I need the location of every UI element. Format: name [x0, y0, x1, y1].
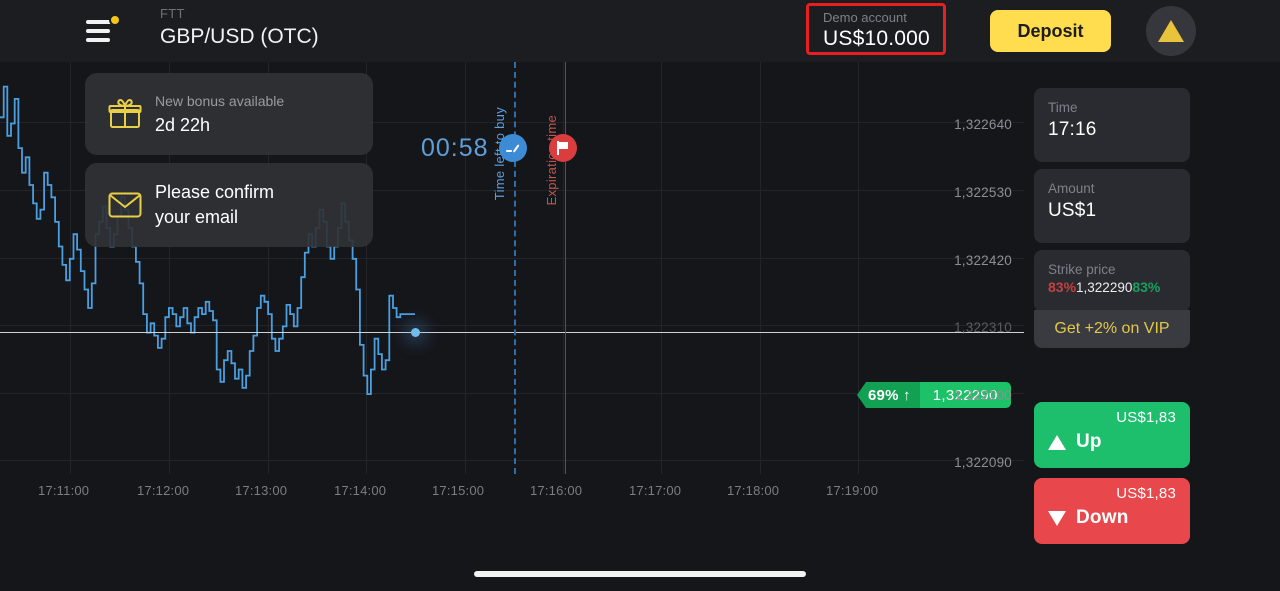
asset-broker-label: FTT	[160, 6, 185, 21]
current-price-dot	[411, 328, 420, 337]
chart-toolbar: 1s	[0, 508, 1024, 560]
grid-line-v	[661, 62, 662, 474]
amount-label: Amount	[1048, 181, 1095, 196]
down-payout-amount: US$1,83	[1116, 485, 1176, 502]
down-button-main: Down	[1048, 507, 1176, 529]
price-tick: 1,322200	[954, 388, 1012, 403]
clock-hand-minute	[506, 150, 512, 152]
strike-price-row: 83% 1,322290 83%	[1034, 278, 1190, 295]
flag-glyph	[556, 141, 570, 155]
grid-line-v	[563, 62, 564, 474]
bonus-countdown: 2d 22h	[155, 114, 211, 135]
grid-line-v	[366, 62, 367, 474]
vip-triangle-icon	[1158, 20, 1184, 42]
email-line-1: Please confirm	[155, 182, 275, 202]
grid-line-h	[0, 460, 1024, 461]
buy-down-button[interactable]: US$1,83 Down	[1034, 478, 1190, 544]
menu-line-1	[86, 14, 121, 26]
email-line-2: your email	[155, 207, 239, 227]
grid-line-v	[268, 62, 269, 474]
up-label: Up	[1076, 431, 1102, 452]
time-left-to-buy-line	[514, 62, 516, 474]
badge-pointer	[857, 382, 866, 408]
amount-value: US$1	[1048, 200, 1097, 221]
envelope-icon	[103, 192, 147, 218]
price-tick: 1,322420	[954, 253, 1012, 268]
notification-confirm-email[interactable]: Please confirm your email	[85, 163, 373, 247]
current-price-badge: 69% ↑ 1,322290	[857, 382, 1011, 408]
arrow-down-icon	[1048, 510, 1066, 526]
price-tick: 1,322640	[954, 117, 1012, 132]
strike-price-label: Strike price	[1048, 262, 1116, 277]
time-tick: 17:14:00	[334, 483, 387, 498]
grid-line-h	[0, 190, 1024, 191]
payout-percent: 69% ↑	[866, 382, 920, 408]
time-tick: 17:18:00	[727, 483, 780, 498]
grid-line-h	[0, 393, 1024, 394]
price-tick: 1,322530	[954, 185, 1012, 200]
gift-icon	[103, 98, 147, 130]
time-axis: 17:11:00 17:12:00 17:13:00 17:14:00 17:1…	[0, 474, 1024, 508]
time-label: Time	[1048, 100, 1078, 115]
app-header: FTT GBP/USD (OTC) Demo account US$10.000…	[0, 0, 1280, 62]
hamburger-menu-icon[interactable]	[86, 14, 121, 48]
grid-line-h	[0, 325, 1024, 326]
time-tick: 17:19:00	[826, 483, 879, 498]
grid-line-h	[0, 122, 1024, 123]
home-indicator	[474, 571, 806, 577]
current-price-line	[0, 332, 1024, 333]
vip-upsell-banner[interactable]: Get +2% on VIP	[1034, 310, 1190, 348]
strike-payout-up: 83%	[1132, 279, 1161, 295]
price-tick: 1,322310	[954, 320, 1012, 335]
price-tick: 1,322090	[954, 455, 1012, 470]
notification-bonus[interactable]: New bonus available 2d 22h	[85, 73, 373, 155]
clock-hand-hour	[512, 143, 520, 153]
avatar[interactable]	[1146, 6, 1196, 56]
time-tick: 17:13:00	[235, 483, 288, 498]
strike-price-value: 1,322290	[1076, 280, 1133, 295]
strike-payout-down: 83%	[1048, 279, 1077, 295]
trade-amount-field[interactable]: Amount US$1	[1034, 169, 1190, 243]
trade-time-field[interactable]: Time 17:16	[1034, 88, 1190, 162]
countdown-timer: 00:58	[421, 134, 489, 162]
grid-line-h	[0, 258, 1024, 259]
notification-bonus-text: New bonus available 2d 22h	[155, 92, 284, 137]
asset-selector[interactable]: FTT GBP/USD (OTC)	[160, 6, 319, 51]
time-tick: 17:16:00	[530, 483, 583, 498]
arrow-up-icon	[1048, 434, 1066, 450]
menu-line-3	[86, 38, 110, 42]
account-balance[interactable]: Demo account US$10.000	[806, 3, 946, 55]
time-tick: 17:17:00	[629, 483, 682, 498]
grid-line-v	[169, 62, 170, 474]
grid-line-v	[858, 62, 859, 474]
clock-icon[interactable]	[499, 134, 527, 162]
down-label: Down	[1076, 507, 1129, 528]
up-payout-amount: US$1,83	[1116, 409, 1176, 426]
strike-price-field[interactable]: Strike price 83% 1,322290 83%	[1034, 250, 1190, 312]
menu-line-2	[86, 29, 110, 33]
flag-icon[interactable]	[549, 134, 577, 162]
price-axis: 1,322640 1,322530 1,322420 1,322310 1,32…	[930, 62, 1024, 474]
asset-name-label: GBP/USD (OTC)	[160, 25, 319, 48]
grid-line-v	[465, 62, 466, 474]
time-tick: 17:15:00	[432, 483, 485, 498]
expiration-time-line	[565, 62, 566, 474]
trade-panel: Time 17:16 Amount US$1 Strike price 83% …	[1024, 62, 1280, 591]
grid-line-v	[760, 62, 761, 474]
time-tick: 17:11:00	[38, 483, 90, 498]
time-tick: 17:12:00	[137, 483, 190, 498]
balance-amount: US$10.000	[823, 27, 930, 50]
account-type-label: Demo account	[823, 10, 907, 25]
up-button-main: Up	[1048, 431, 1176, 453]
bonus-label: New bonus available	[155, 92, 285, 109]
menu-notification-dot	[109, 14, 121, 26]
deposit-button[interactable]: Deposit	[990, 10, 1111, 52]
flag-pole	[557, 141, 559, 155]
flag-cloth	[559, 142, 568, 149]
time-value: 17:16	[1048, 119, 1097, 140]
notification-email-text: Please confirm your email	[155, 180, 274, 230]
buy-up-button[interactable]: US$1,83 Up	[1034, 402, 1190, 468]
badge-price-value: 1,322290	[919, 382, 1011, 408]
